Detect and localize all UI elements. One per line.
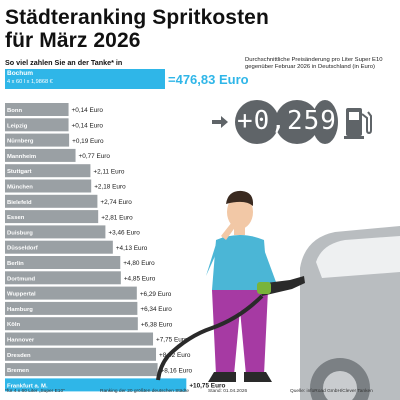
bar-hannover [5, 332, 154, 346]
chart-subtitle: So viel zahlen Sie an der Tanke* in [5, 58, 123, 67]
bar-leipzig [5, 118, 69, 132]
fuel-nozzle-icon [156, 276, 305, 381]
bar-category-label: Köln [7, 322, 20, 328]
bar-value-label: +2,18 Euro [94, 184, 126, 191]
ranking-note: Ranking der 20 größten deutschen Städte [100, 389, 190, 394]
bar-category-label: Mannheim [7, 154, 36, 160]
bar-category-label: Leipzig [7, 123, 28, 129]
source-note: Quelle: infoRoad GmbH/Clever Tanken [290, 389, 373, 394]
bar-hamburg [5, 301, 138, 315]
hero-box: Bochum 4 x 60 l x 1,9868 € [5, 69, 165, 89]
bar-mannheim [5, 148, 76, 162]
bar-value-label: +8,02 Euro [159, 352, 191, 359]
bar-frankfurt-a-m- [5, 378, 187, 392]
hero-city: Bochum [7, 70, 33, 77]
bar-duisburg [5, 225, 106, 239]
bar-category-label: Bielefeld [7, 200, 32, 206]
bar-category-label: Bremen [7, 368, 29, 374]
bar-value-label: +0,77 Euro [79, 153, 111, 160]
bar-value-label: +0,14 Euro [72, 123, 104, 130]
bar-category-label: München [7, 185, 33, 191]
title-line-1: Städteranking Spritkosten [5, 6, 269, 29]
footnote: *für 4 x 60 Liter „Super E10" [5, 389, 65, 394]
price-change-note: Durchschnittliche Preisänderung pro Lite… [245, 57, 383, 71]
bar-category-label: Hamburg [7, 307, 33, 313]
bar-bonn [5, 103, 69, 116]
price-change-value: +0,2591 [237, 106, 354, 136]
price-circle [235, 100, 279, 144]
bar-category-label: Duisburg [7, 230, 33, 236]
bar-value-label: +2,11 Euro [93, 168, 124, 175]
hero-calculation: 4 x 60 l x 1,9868 € [7, 79, 53, 85]
bar-value-label: +2,74 Euro [100, 199, 132, 206]
bar-bielefeld [5, 194, 98, 208]
bar-berlin [5, 256, 121, 269]
bar-category-label: Dresden [7, 353, 31, 359]
bar-value-label: +0,19 Euro [72, 138, 104, 145]
bar-value-label: +2,81 Euro [101, 214, 133, 221]
bar-stuttgart [5, 164, 91, 178]
price-circle [275, 100, 319, 144]
bar-value-label: +8,16 Euro [161, 367, 193, 374]
bar-value-label: +4,85 Euro [124, 276, 156, 283]
bar-category-label: Nürnberg [7, 139, 34, 145]
bar-category-label: Hannover [7, 338, 35, 344]
hero-total: =476,83 Euro [168, 72, 249, 87]
bar-bremen [5, 363, 158, 377]
title-line-2: für März 2026 [5, 29, 141, 52]
bar-value-label: +4,13 Euro [116, 245, 148, 252]
bar-value-label: +10,75 Euro [189, 383, 225, 390]
bar-dresden [5, 347, 157, 361]
bar-category-label: Frankfurt a. M. [7, 383, 48, 389]
bar-düsseldorf [5, 240, 113, 254]
bar-value-label: +6,38 Euro [141, 321, 173, 328]
bar-category-label: Berlin [7, 261, 24, 267]
bar-dortmund [5, 271, 121, 285]
chart-title: Städteranking Spritkosten für März 2026 [5, 6, 269, 52]
bar-nürnberg [5, 133, 70, 147]
bar-essen [5, 210, 99, 224]
bar-category-label: Düsseldorf [7, 246, 38, 252]
arrow-right-icon [212, 116, 228, 128]
bar-category-label: Wuppertal [7, 292, 36, 298]
bar-value-label: +6,34 Euro [140, 306, 172, 313]
bar-value-label: +7,75 Euro [156, 337, 188, 344]
person-icon [206, 190, 276, 382]
bar-value-label: +6,29 Euro [140, 291, 172, 298]
bar-category-label: Stuttgart [7, 169, 32, 175]
bar-value-label: +4,80 Euro [123, 260, 155, 267]
bar-value-label: +0,14 Euro [72, 107, 104, 114]
car-icon [300, 226, 400, 400]
fuel-pump-icon [344, 108, 372, 139]
bar-wuppertal [5, 286, 137, 300]
bar-category-label: Dortmund [7, 276, 36, 282]
bar-münchen [5, 179, 92, 193]
bar-köln [5, 317, 138, 331]
date-note: Stand: 01.04.2026 [208, 389, 248, 394]
bar-category-label: Bonn [7, 108, 22, 114]
price-circle [312, 100, 338, 144]
bar-value-label: +3,46 Euro [108, 230, 140, 237]
bar-category-label: Essen [7, 215, 25, 221]
